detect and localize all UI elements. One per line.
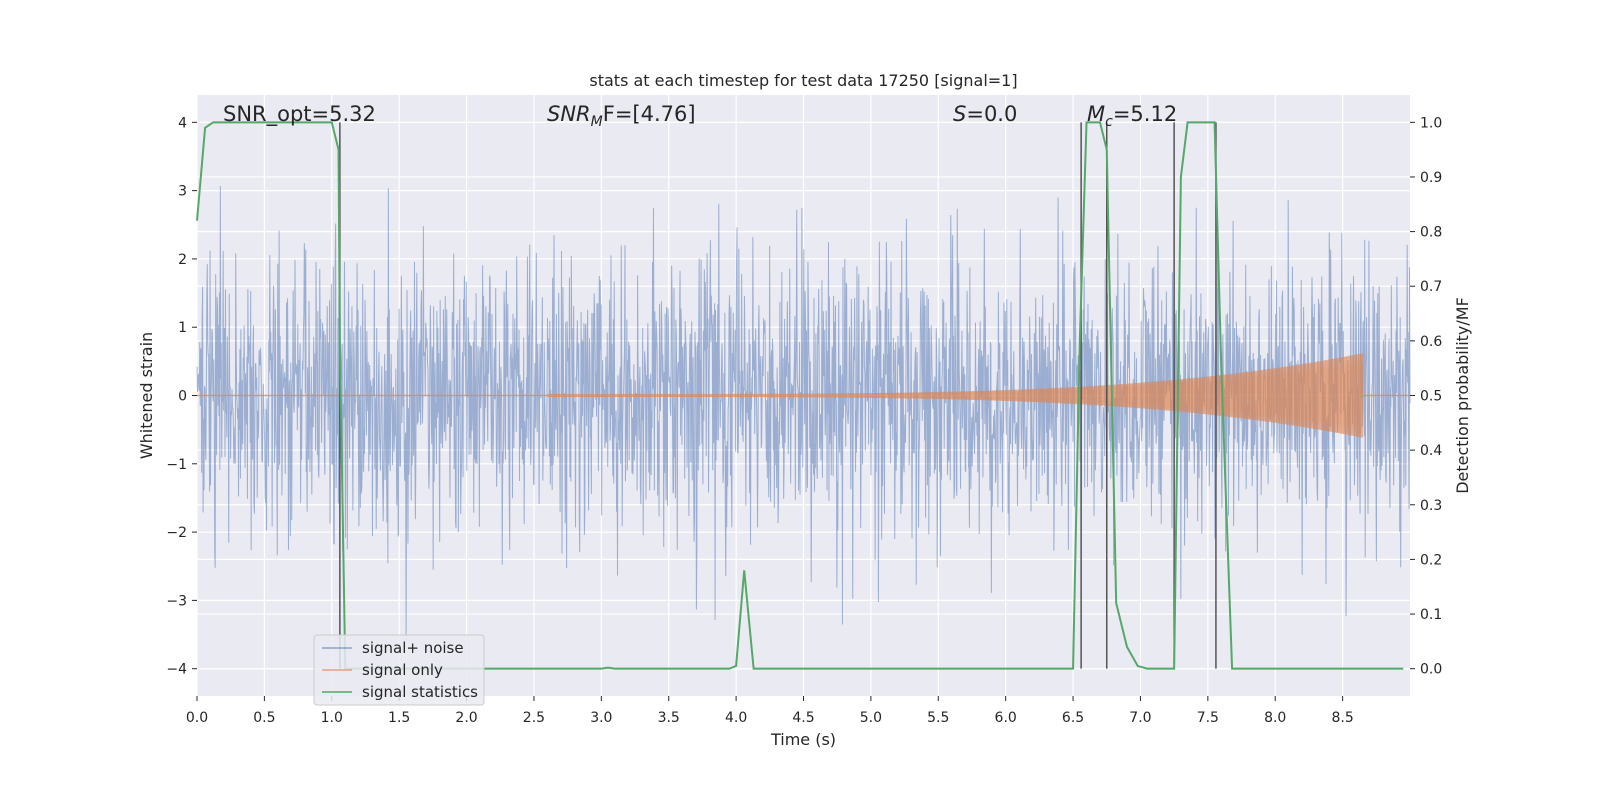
annotation-s-value: =0.0 xyxy=(966,102,1017,126)
y-right-tick-label: 0.7 xyxy=(1420,279,1442,295)
y-left-tick-label: −1 xyxy=(166,457,187,473)
y-right-tick-label: 1.0 xyxy=(1420,115,1442,131)
chart-title: stats at each timestep for test data 172… xyxy=(589,71,1017,90)
y-left-tick-label: 1 xyxy=(178,320,187,336)
y-left-tick-label: 4 xyxy=(178,115,187,131)
x-tick-label: 6.5 xyxy=(1062,710,1084,726)
y-right-tick-label: 0.9 xyxy=(1420,170,1442,186)
y-axis-label-left: Whitened strain xyxy=(137,332,156,459)
x-tick-label: 4.0 xyxy=(725,710,747,726)
series-signal-noise xyxy=(196,186,1411,641)
annotation-snr-mf-symbol: SNR xyxy=(547,102,591,126)
y-right-tick-label: 0.6 xyxy=(1420,334,1442,350)
chirp-trace xyxy=(546,353,1364,438)
annotation-snr-mf-value: F=[4.76] xyxy=(603,102,696,126)
x-tick-label: 0.5 xyxy=(253,710,275,726)
x-tick-label: 6.0 xyxy=(995,710,1017,726)
noise-trace xyxy=(196,186,1411,641)
y-right-tick-label: 0.8 xyxy=(1420,225,1442,241)
annotation-snr-opt: SNR_opt=5.32 xyxy=(223,102,376,127)
y-right-tick-label: 0.4 xyxy=(1420,443,1442,459)
legend-label-signal-only: signal only xyxy=(362,661,443,679)
legend-box xyxy=(313,634,485,706)
annotation-s: S=0.0 xyxy=(953,102,1017,126)
legend-label-signal-statistics: signal statistics xyxy=(362,683,478,701)
y-left-tick-label: −3 xyxy=(166,593,187,609)
y-axis-label-right: Detection probability/MF xyxy=(1453,297,1472,494)
y-right-tick-label: 0.3 xyxy=(1420,498,1442,514)
y-left-tick-label: 0 xyxy=(178,389,187,405)
annotation-mc-value: =5.12 xyxy=(1113,102,1177,126)
x-tick-label: 2.5 xyxy=(523,710,545,726)
x-tick-label: 1.0 xyxy=(321,710,343,726)
annotation-snr-mf-subscript: M xyxy=(591,114,603,130)
x-tick-label: 7.5 xyxy=(1197,710,1219,726)
y-right-tick-label: 0.0 xyxy=(1420,662,1442,678)
annotation-mc-symbol: M xyxy=(1087,102,1105,126)
x-tick-label: 3.0 xyxy=(590,710,612,726)
annotation-s-symbol: S xyxy=(953,102,966,126)
legend: signal+ noise signal only signal statist… xyxy=(313,634,485,706)
y-left-tick-label: 2 xyxy=(178,252,187,268)
x-tick-label: 5.5 xyxy=(927,710,949,726)
x-tick-label: 8.5 xyxy=(1331,710,1353,726)
series-signal-only xyxy=(197,353,1410,438)
y-left-tick-label: −4 xyxy=(166,662,187,678)
x-tick-label: 1.5 xyxy=(388,710,410,726)
annotation-snr-mf: SNRMF=[4.76] xyxy=(547,102,696,130)
y-left-tick-label: −2 xyxy=(166,525,187,541)
annotation-mc: Mc=5.12 xyxy=(1087,102,1177,130)
legend-label-signal-noise: signal+ noise xyxy=(362,639,464,657)
y-right-tick-label: 0.1 xyxy=(1420,607,1442,623)
x-tick-label: 2.0 xyxy=(455,710,477,726)
y-right-tick-label: 0.2 xyxy=(1420,552,1442,568)
series-signal-statistics xyxy=(196,121,1404,670)
y-right-tick-label: 0.5 xyxy=(1420,389,1442,405)
x-tick-label: 4.5 xyxy=(792,710,814,726)
x-tick-label: 3.5 xyxy=(658,710,680,726)
x-tick-label: 7.0 xyxy=(1129,710,1151,726)
x-tick-label: 0.0 xyxy=(186,710,208,726)
x-tick-label: 5.0 xyxy=(860,710,882,726)
x-axis-label: Time (s) xyxy=(770,730,836,749)
x-tick-label: 8.0 xyxy=(1264,710,1286,726)
axes: 0.0 0.5 1.0 1.5 2.0 2.5 3.0 3.5 4.0 4.5 5.0 5.5 6.0 6… xyxy=(166,115,1442,726)
annotation-mc-subscript: c xyxy=(1105,114,1113,130)
y-left-tick-label: 3 xyxy=(178,184,187,200)
statistics-line xyxy=(196,121,1404,670)
